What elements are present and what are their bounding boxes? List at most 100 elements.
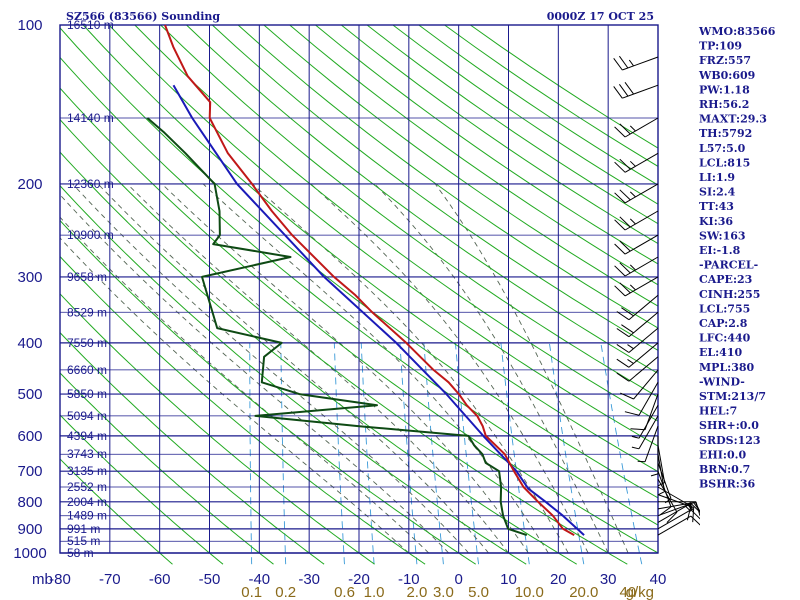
dry-adiabats xyxy=(60,24,658,565)
parcel-profile-line xyxy=(172,84,585,536)
wind-barb xyxy=(657,515,700,536)
height-label: 3135 m xyxy=(67,464,107,478)
mixing-ratio-line xyxy=(454,342,480,565)
wind-barb xyxy=(631,415,659,450)
pressure-tick-label: 300 xyxy=(17,269,42,286)
index-entry: LI:1.9 xyxy=(699,171,735,184)
wind-barb xyxy=(657,509,700,530)
wind-barb-staff xyxy=(624,234,659,255)
height-label: 991 m xyxy=(67,522,100,536)
dewpoint-profile-line xyxy=(146,117,528,537)
height-label: 58 m xyxy=(67,546,94,560)
wind-barb-half-feather xyxy=(629,191,636,198)
height-labels: 16510 m 14140 m 12360 m 10900 m 9658 m 8529 m… xyxy=(67,18,114,560)
index-entry: -PARCEL- xyxy=(699,259,758,272)
wind-barb xyxy=(616,356,659,382)
index-entry: BRN:0.7 xyxy=(699,463,750,476)
wind-barb-feather xyxy=(690,509,700,520)
wind-barb-feather xyxy=(624,411,640,416)
wind-barb xyxy=(624,382,659,416)
temperature-tick-label: -30 xyxy=(298,571,320,588)
mixing-ratio-label: 20.0 xyxy=(569,584,598,600)
index-entry: STM:213/7 xyxy=(699,390,766,403)
moist-adiabat-line xyxy=(310,183,589,554)
height-label: 14140 m xyxy=(67,111,114,125)
wind-barb-feather xyxy=(614,161,626,173)
wind-barb xyxy=(614,117,659,138)
dry-adiabat-line xyxy=(289,24,658,286)
wind-barb-staff xyxy=(628,327,659,353)
dry-adiabat-line xyxy=(160,24,658,398)
wind-barb-feather xyxy=(619,158,631,170)
wind-barb-feather xyxy=(624,82,635,95)
height-label: 5850 m xyxy=(67,387,107,401)
wind-barb-staff xyxy=(657,502,692,523)
temperature-tick-label: -50 xyxy=(199,571,221,588)
height-label: 2004 m xyxy=(67,495,107,509)
index-entry: EHI:0.0 xyxy=(699,448,746,461)
mixing-ratio-line xyxy=(423,342,444,565)
index-entry: KI:36 xyxy=(699,215,733,228)
dry-adiabat-line xyxy=(82,24,658,473)
index-entry: SW:163 xyxy=(699,229,746,242)
height-label: 515 m xyxy=(67,534,100,548)
wind-barb-staff xyxy=(638,415,659,450)
dry-adiabat-line xyxy=(60,293,375,565)
wind-barb-feather xyxy=(614,243,626,255)
index-entry: WMO:83566 xyxy=(698,25,776,38)
index-entry: SHR+:0.0 xyxy=(699,419,759,432)
mixing-ratio-lines xyxy=(249,342,643,565)
pressure-tick-label: 400 xyxy=(17,335,42,352)
mixing-ratio-label: 0.6 xyxy=(334,584,355,600)
pressure-tick-label: 500 xyxy=(17,386,42,403)
wind-barb-feather xyxy=(616,343,630,353)
wind-barb-feather xyxy=(621,307,634,317)
height-label: 12360 m xyxy=(67,177,114,191)
mixing-ratio-line xyxy=(249,342,253,565)
wind-barb xyxy=(616,342,659,368)
temperature-tick-label: -80 xyxy=(49,571,71,588)
wind-barb-staff xyxy=(657,486,692,507)
temperature-tick-label: -20 xyxy=(348,571,370,588)
temperature-tick-label: 40 xyxy=(650,571,667,588)
wind-barb-feather xyxy=(613,58,623,71)
wind-barb-feather xyxy=(613,86,623,99)
wind-barb-staff xyxy=(633,369,659,400)
temperature-axis: -80 -70 -60 -50 -40 -30 -20 -10 0 10 20 30 40 xyxy=(49,571,666,588)
pressure-tick-label: 800 xyxy=(17,494,42,511)
wind-barb-feather xyxy=(614,285,626,297)
wind-barb-half-feather xyxy=(629,218,636,225)
height-label: 5094 m xyxy=(67,409,107,423)
index-entry: MAXT:29.3 xyxy=(699,113,767,126)
wind-barb-feather xyxy=(619,216,631,228)
index-entry: TT:43 xyxy=(699,200,734,213)
wind-barb-staff xyxy=(657,479,678,513)
mixing-ratio-label: 2.0 xyxy=(406,584,427,600)
wind-barb-staff xyxy=(657,462,672,499)
wind-barb-staff xyxy=(628,356,659,382)
wind-barb-half-feather xyxy=(657,491,665,496)
wind-barb-feather xyxy=(614,219,626,231)
wind-barb-staff xyxy=(657,509,692,530)
wind-barb-feather xyxy=(616,372,630,382)
temperature-tick-label: 0 xyxy=(455,571,463,588)
index-entry: FRZ:557 xyxy=(699,54,751,67)
wind-barb-staff xyxy=(657,501,696,510)
dry-adiabat-line xyxy=(186,24,658,374)
height-label: 16510 m xyxy=(67,18,114,32)
wind-barb xyxy=(613,82,659,99)
moist-adiabat-line xyxy=(252,183,569,554)
wind-barb-staff xyxy=(622,84,659,99)
mixing-ratio-label: 0.1 xyxy=(241,584,262,600)
wind-barb-feather xyxy=(619,189,631,201)
wind-barb-staff xyxy=(624,183,659,204)
dry-adiabat-line xyxy=(211,24,658,351)
pressure-tick-label: 200 xyxy=(17,176,42,193)
index-entry: HEL:7 xyxy=(699,405,737,418)
index-entry: BSHR:36 xyxy=(699,478,755,491)
height-label: 2552 m xyxy=(67,480,107,494)
height-label: 4394 m xyxy=(67,429,107,443)
wind-barb-half-feather xyxy=(627,358,634,364)
